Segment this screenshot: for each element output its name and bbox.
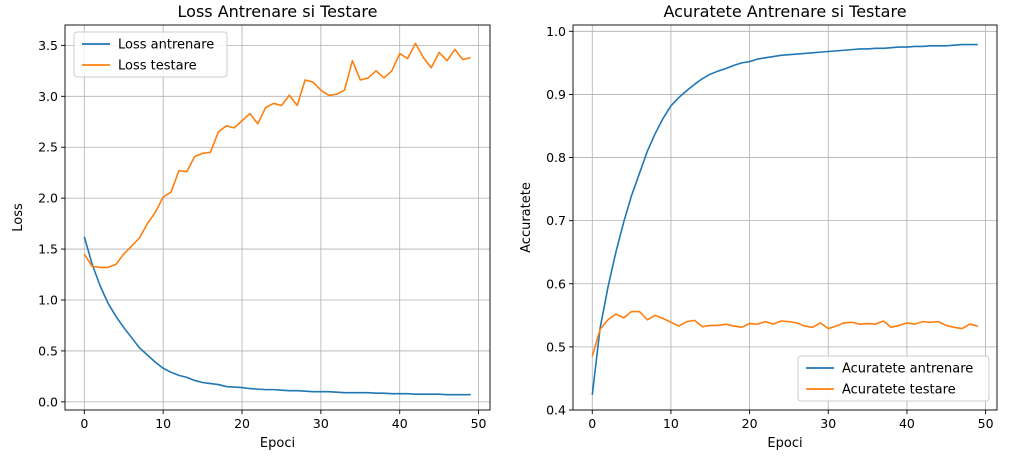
series-line-2: [83, 42, 471, 269]
x-axis-label: Epoci: [767, 436, 802, 451]
y-tick-label: 3.5: [38, 38, 58, 53]
y-tick-label: 0.8: [546, 150, 566, 165]
y-tick-label: 0.4: [546, 403, 566, 418]
x-tick-label: 20: [234, 416, 250, 431]
y-tick-label: 0.9: [546, 87, 566, 102]
legend-label: Loss antrenare: [118, 38, 214, 53]
x-tick-label: 40: [899, 416, 915, 431]
y-tick-label: 0.5: [38, 343, 58, 358]
y-axis-label: Loss: [11, 203, 26, 232]
x-tick-label: 0: [80, 416, 88, 431]
legend-label: Acuratete antrenare: [842, 362, 973, 377]
legend-box: [73, 31, 228, 78]
y-tick-label: 0.6: [546, 276, 566, 291]
chart-panel-2: 0 10 20 30 40 50 0.4 0.5 0.6 0.7 0.8 0.9 1.0 Acuratet…: [519, 2, 998, 451]
x-tick-label: 40: [392, 416, 408, 431]
x-tick-label: 10: [663, 416, 679, 431]
axes-frame: [64, 24, 491, 411]
x-tick-label: 50: [978, 416, 994, 431]
x-tick-label: 0: [588, 416, 596, 431]
x-tick-label: 30: [820, 416, 836, 431]
legend-label: Acuratete testare: [842, 383, 956, 398]
series-line-1: [591, 43, 978, 395]
y-tick-label: 0.0: [38, 394, 58, 409]
x-axis-label: Epoci: [260, 436, 295, 451]
y-axis-label: Accuratete: [519, 182, 534, 253]
y-tick-label: 1.5: [38, 242, 58, 257]
x-tick-label: 10: [155, 416, 171, 431]
x-tick-label: 50: [471, 416, 487, 431]
y-tick-label: 0.7: [546, 213, 566, 228]
chart-title: Acuratete Antrenare si Testare: [663, 2, 906, 21]
axes-frame: [572, 24, 998, 411]
y-tick-label: 1.0: [546, 24, 566, 39]
y-tick-label: 1.0: [38, 293, 58, 308]
y-tick-label: 2.5: [38, 140, 58, 155]
chart-title: Loss Antrenare si Testare: [178, 2, 378, 21]
chart-panel-1: 0 10 20 30 40 50 0.0 0.5 1.0 1.5 2.0 2.5 3.0 3.5 Loss …: [11, 2, 491, 451]
y-tick-label: 3.0: [38, 89, 58, 104]
legend-label: Loss testare: [118, 59, 197, 74]
legend: Acuratete antrenare Acuratete testare: [797, 355, 990, 402]
y-tick-label: 0.5: [546, 339, 566, 354]
legend-box: [797, 355, 990, 402]
x-tick-label: 30: [313, 416, 329, 431]
x-tick-label: 20: [742, 416, 758, 431]
legend: Loss antrenare Loss testare: [73, 31, 228, 78]
series-line-1: [83, 236, 471, 396]
y-tick-label: 2.0: [38, 191, 58, 206]
series-line-2: [591, 310, 978, 357]
